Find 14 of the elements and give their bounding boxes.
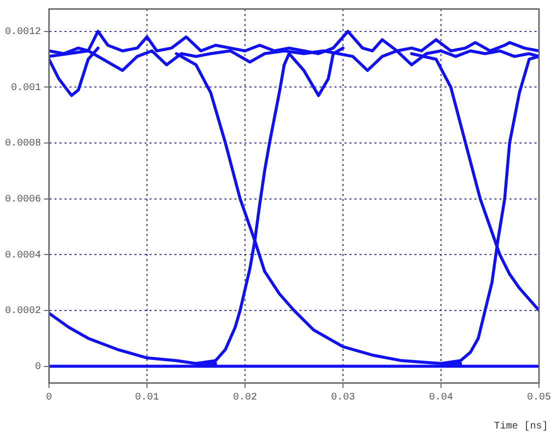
y-tick-label: 0.0008 xyxy=(4,138,42,150)
x-tick-label: 0.01 xyxy=(134,392,160,404)
y-tick-label: 0.0012 xyxy=(4,26,42,38)
y-tick-label: 0.0004 xyxy=(4,250,42,262)
y-tick-label: 0 xyxy=(34,362,42,373)
x-tick-label: 0 xyxy=(46,392,52,404)
x-tick-label: 0.05 xyxy=(526,392,552,404)
y-tick-label: 0.0002 xyxy=(4,306,42,318)
x-axis-title: Time [ns] xyxy=(494,420,548,433)
x-tick-label: 0.04 xyxy=(428,392,454,404)
x-tick-label: 0.02 xyxy=(232,392,258,404)
x-tick-label: 0.03 xyxy=(330,392,356,404)
y-tick-label: 0.001 xyxy=(10,82,42,94)
y-tick-label: 0.0006 xyxy=(4,194,42,206)
